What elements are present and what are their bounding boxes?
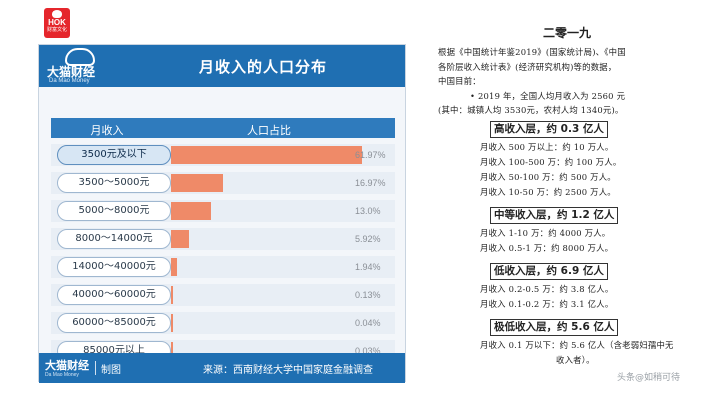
card-footer: 大猫财经 Da Mao Money 制图 来源：西南财经大学中国家庭金融调查 bbox=[39, 353, 405, 383]
bar bbox=[171, 146, 362, 164]
brand-mark: 大猫财经 Da Mao Money bbox=[47, 48, 123, 86]
income-tier-line: 月收入 10-50 万：约 2500 万人。 bbox=[480, 186, 616, 197]
hok-logo: HOK 财富文化 bbox=[44, 8, 70, 38]
income-tier-heading: 低收入层，约 6.9 亿人 bbox=[490, 262, 608, 280]
intro-line: • 2019 年，全国人均月收入为 2560 元 bbox=[470, 90, 626, 101]
year-title: 二零一九 bbox=[542, 26, 591, 40]
footer-divider bbox=[95, 361, 96, 375]
chart-title: 月收入的人口分布 bbox=[198, 58, 327, 76]
income-tier-line: 月收入 50-100 万：约 500 万人。 bbox=[480, 171, 616, 182]
value-label: 0.03% bbox=[355, 346, 381, 356]
column-header-share: 人口占比 bbox=[247, 124, 291, 137]
intro-line: (其中：城镇人均 3530元，农村人均 1340元)。 bbox=[438, 105, 624, 115]
bar bbox=[171, 342, 173, 360]
bar bbox=[171, 174, 224, 192]
category-label: 14000～40000元 bbox=[57, 257, 171, 277]
intro-line: 中国目前： bbox=[438, 76, 481, 86]
income-text-column: 二零一九 根据《中国统计年鉴2019》(国家统计局)、《中国 各阶层收入统计表》(… bbox=[428, 0, 706, 405]
income-tier-heading: 极低收入层，约 5.6 亿人 bbox=[490, 318, 619, 336]
flame-icon bbox=[52, 10, 62, 18]
income-tier-line: 月收入 0.1-0.2 万：约 3.1 亿人。 bbox=[480, 298, 614, 309]
value-label: 16.97% bbox=[355, 178, 386, 188]
value-label: 0.13% bbox=[355, 290, 381, 300]
bar bbox=[171, 258, 177, 276]
card-header: 大猫财经 Da Mao Money 月收入的人口分布 bbox=[39, 45, 405, 87]
bar bbox=[171, 314, 173, 332]
cat-logo-icon bbox=[65, 48, 95, 66]
value-label: 61.97% bbox=[355, 150, 386, 160]
income-tier-line: 月收入 100-500 万：约 100 万人。 bbox=[480, 156, 622, 167]
bar bbox=[171, 286, 173, 304]
income-tier-line: 月收入 1-10 万：约 4000 万人。 bbox=[480, 227, 611, 238]
category-label: 3500元及以下 bbox=[57, 145, 171, 165]
bar bbox=[171, 230, 190, 248]
category-label: 60000～85000元 bbox=[57, 313, 171, 333]
category-label: 3500～5000元 bbox=[57, 173, 171, 193]
category-label: 40000～60000元 bbox=[57, 285, 171, 305]
value-label: 13.0% bbox=[355, 206, 381, 216]
category-label: 5000～8000元 bbox=[57, 201, 171, 221]
income-tier-heading: 高收入层，约 0.3 亿人 bbox=[490, 120, 608, 138]
intro-line: 根据《中国统计年鉴2019》(国家统计局)、《中国 bbox=[438, 47, 626, 57]
footer-brand-cn: 大猫财经 bbox=[45, 359, 89, 372]
income-tier-line: 月收入 0.5-1 万：约 8000 万人。 bbox=[480, 242, 614, 253]
column-header-bar bbox=[51, 118, 395, 138]
footer-made-label: 制图 bbox=[101, 365, 121, 376]
brand-name-cn: 大猫财经 bbox=[47, 65, 96, 79]
logo-subtext: 财富文化 bbox=[46, 27, 67, 33]
watermark: 头条@如稍可待 bbox=[616, 373, 680, 383]
category-label: 8000～14000元 bbox=[57, 229, 171, 249]
value-label: 1.94% bbox=[355, 262, 381, 272]
footer-source: 来源：西南财经大学中国家庭金融调查 bbox=[203, 365, 373, 376]
brand-name-en: Da Mao Money bbox=[49, 78, 90, 84]
income-tier-line: 月收入 0.2-0.5 万：约 3.8 亿人。 bbox=[480, 283, 614, 294]
income-tier-heading: 中等收入层，约 1.2 亿人 bbox=[490, 206, 619, 224]
value-label: 5.92% bbox=[355, 234, 381, 244]
income-tier-line: 月收入 0.1 万以下：约 5.6 亿人（含老弱妇孺中无 bbox=[480, 339, 674, 350]
intro-line: 各阶层收入统计表》(经济研究机构)等的数据， bbox=[438, 61, 617, 72]
value-label: 0.04% bbox=[355, 318, 381, 328]
footer-brand-en: Da Mao Money bbox=[45, 372, 79, 378]
income-tier-line: 月收入 500 万以上：约 10 万人。 bbox=[480, 141, 614, 152]
bar bbox=[171, 202, 211, 220]
income-distribution-card: 大猫财经 Da Mao Money 月收入的人口分布 月收入 人口占比 3500… bbox=[38, 44, 406, 383]
column-header-income: 月收入 bbox=[90, 124, 124, 137]
income-tier-line: 收入者）。 bbox=[556, 354, 595, 365]
logo-text: HOK bbox=[48, 18, 66, 27]
